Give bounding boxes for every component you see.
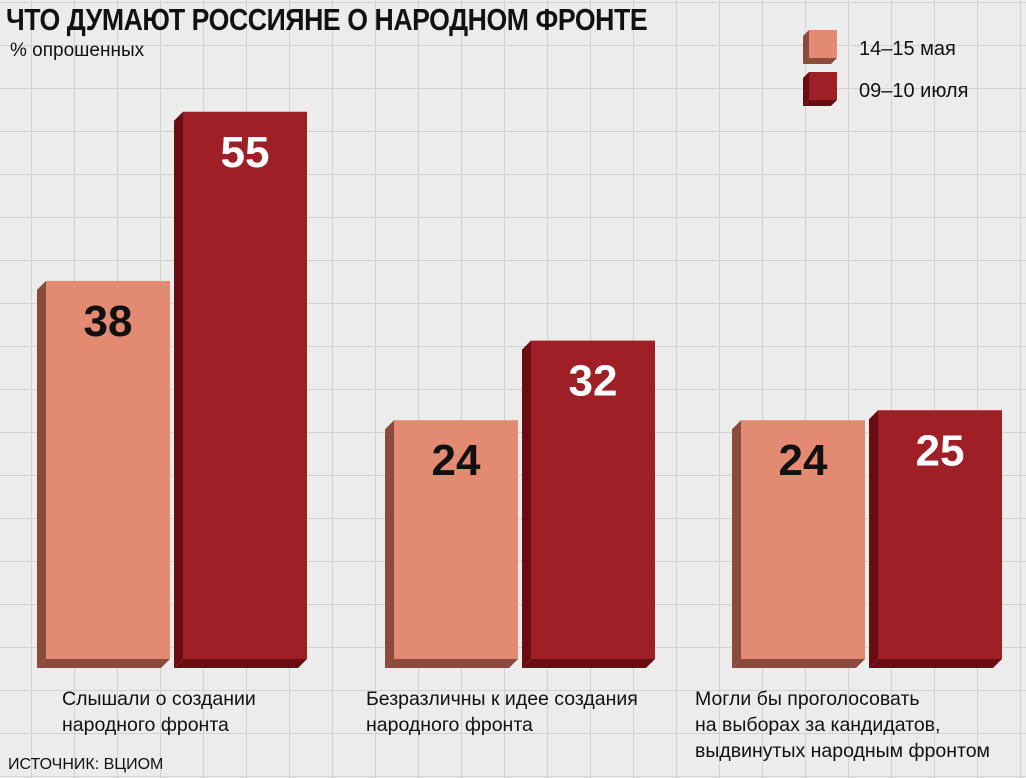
chart-title: ЧТО ДУМАЮТ РОССИЯНЕ О НАРОДНОМ ФРОНТЕ (6, 2, 648, 37)
data-label-1-1: 32 (569, 357, 618, 406)
category-label-could-vote: Могли бы проголосовать на выборах за кан… (695, 688, 990, 762)
bar-1-1 (522, 340, 655, 668)
bar-0-0 (37, 280, 170, 668)
category-label-indifferent: Безразличны к идее создания народного фр… (366, 688, 638, 736)
bar-2-0 (732, 420, 865, 668)
bar-2-1 (869, 410, 1002, 668)
legend-swatch-july (803, 72, 837, 106)
legend-label-may: 14–15 мая (859, 38, 956, 60)
data-label-1-0: 24 (432, 436, 481, 485)
data-label-2-0: 24 (779, 436, 828, 485)
bar-0-1 (174, 111, 307, 668)
data-label-0-0: 38 (84, 297, 133, 346)
bar-1-0 (385, 420, 518, 668)
category-label-heard: Слышали о создании народного фронта (62, 688, 256, 736)
data-label-2-1: 25 (916, 426, 965, 475)
legend-swatch-may (803, 30, 837, 64)
source-note: ИСТОЧНИК: ВЦИОМ (8, 756, 164, 773)
data-label-0-1: 55 (221, 128, 270, 177)
legend-label-july: 09–10 июля (859, 80, 969, 102)
chart-subtitle: % опрошенных (10, 40, 145, 61)
